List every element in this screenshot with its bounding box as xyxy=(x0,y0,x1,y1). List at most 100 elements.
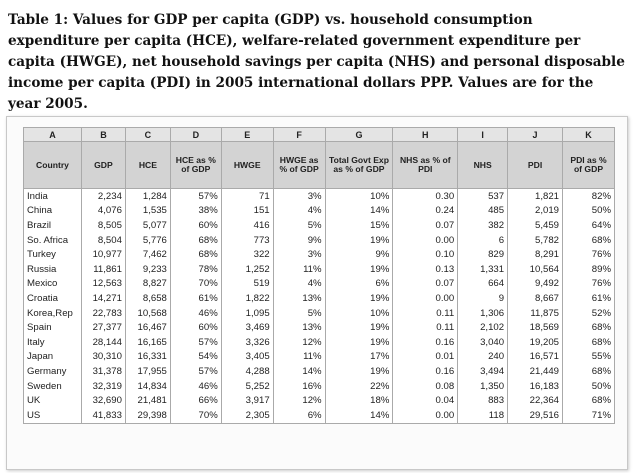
column-header: Total Govt Exp as % of GDP xyxy=(324,141,394,189)
value-cell: 8,827 xyxy=(124,276,171,292)
value-cell: 22% xyxy=(324,378,394,394)
column-header: PDI xyxy=(507,141,563,189)
value-cell: 0.11 xyxy=(392,305,459,321)
table-row: Germany 31,378 17,955 57% 4,288 14% 19% 0.16 3,4… xyxy=(23,364,615,379)
value-cell: 10,568 xyxy=(124,305,171,321)
value-cell: 2,019 xyxy=(507,203,563,219)
value-cell: 12,563 xyxy=(80,276,126,292)
value-cell: 12% xyxy=(272,334,326,350)
value-cell: 60% xyxy=(169,320,222,335)
value-cell: 15% xyxy=(324,218,394,233)
table-row: Russia 11,861 9,233 78% 1,252 11% 19% 0.13 1,331… xyxy=(23,261,615,277)
value-cell: 1,095 xyxy=(220,305,274,321)
value-cell: 19% xyxy=(324,334,394,350)
value-cell: 0.07 xyxy=(392,218,459,233)
value-cell: 68% xyxy=(562,364,615,379)
value-cell: 57% xyxy=(169,188,222,204)
value-cell: 16,165 xyxy=(124,334,171,350)
column-header: HWGE xyxy=(220,141,274,189)
value-cell: 5,252 xyxy=(220,378,274,394)
value-cell: 9% xyxy=(272,232,326,248)
column-letter: D xyxy=(169,127,222,142)
value-cell: 70% xyxy=(169,276,222,292)
value-cell: 19% xyxy=(324,261,394,277)
value-cell: 0.30 xyxy=(392,188,459,204)
value-cell: 416 xyxy=(220,218,274,233)
value-cell: 68% xyxy=(562,232,615,248)
value-cell: 14% xyxy=(324,407,394,424)
value-cell: 66% xyxy=(169,393,222,408)
value-cell: 78% xyxy=(169,261,222,277)
value-cell: 10% xyxy=(324,305,394,321)
value-cell: 2,102 xyxy=(457,320,509,335)
value-cell: 16,331 xyxy=(124,349,171,365)
value-cell: 11% xyxy=(272,261,326,277)
value-cell: 537 xyxy=(457,188,509,204)
value-cell: 64% xyxy=(562,218,615,233)
country-cell: So. Africa xyxy=(23,232,82,248)
value-cell: 0.16 xyxy=(392,364,459,379)
column-letter: K xyxy=(562,127,615,142)
value-cell: 19% xyxy=(324,291,394,306)
country-cell: Korea,Rep xyxy=(23,305,82,321)
value-cell: 2,234 xyxy=(80,188,126,204)
country-cell: Italy xyxy=(23,334,82,350)
value-cell: 9,233 xyxy=(124,261,171,277)
country-cell: UK xyxy=(23,393,82,408)
value-cell: 19% xyxy=(324,364,394,379)
value-cell: 21,449 xyxy=(507,364,563,379)
value-cell: 7,462 xyxy=(124,247,171,262)
value-cell: 46% xyxy=(169,305,222,321)
column-header: HCE as % of GDP xyxy=(169,141,222,189)
value-cell: 19,205 xyxy=(507,334,563,350)
value-cell: 382 xyxy=(457,218,509,233)
value-cell: 89% xyxy=(562,261,615,277)
column-header: NHS as % of PDI xyxy=(392,141,459,189)
value-cell: 14% xyxy=(324,203,394,219)
value-cell: 60% xyxy=(169,218,222,233)
column-header: PDI as % of GDP xyxy=(562,141,615,189)
value-cell: 1,306 xyxy=(457,305,509,321)
country-cell: Sweden xyxy=(23,378,82,394)
value-cell: 29,398 xyxy=(124,407,171,424)
column-header: Country xyxy=(23,141,82,189)
value-cell: 14,834 xyxy=(124,378,171,394)
value-cell: 68% xyxy=(562,334,615,350)
value-cell: 13% xyxy=(272,291,326,306)
country-cell: Spain xyxy=(23,320,82,335)
value-cell: 1,821 xyxy=(507,188,563,204)
country-cell: China xyxy=(23,203,82,219)
value-cell: 76% xyxy=(562,276,615,292)
value-cell: 0.01 xyxy=(392,349,459,365)
column-letter: B xyxy=(80,127,126,142)
country-cell: US xyxy=(23,407,82,424)
value-cell: 3,040 xyxy=(457,334,509,350)
value-cell: 27,377 xyxy=(80,320,126,335)
table-row: Sweden 32,319 14,834 46% 5,252 16% 22% 0.08 1,35… xyxy=(23,378,615,394)
value-cell: 3,494 xyxy=(457,364,509,379)
value-cell: 8,291 xyxy=(507,247,563,262)
country-cell: Germany xyxy=(23,364,82,379)
value-cell: 8,505 xyxy=(80,218,126,233)
value-cell: 1,252 xyxy=(220,261,274,277)
value-cell: 14% xyxy=(272,364,326,379)
value-cell: 61% xyxy=(562,291,615,306)
value-cell: 9% xyxy=(324,247,394,262)
table-row: Croatia 14,271 8,658 61% 1,822 13% 19% 0.00 9 8,6… xyxy=(23,291,615,306)
value-cell: 0.10 xyxy=(392,247,459,262)
value-cell: 664 xyxy=(457,276,509,292)
value-cell: 519 xyxy=(220,276,274,292)
value-cell: 1,822 xyxy=(220,291,274,306)
value-cell: 10,977 xyxy=(80,247,126,262)
value-cell: 6% xyxy=(324,276,394,292)
value-cell: 1,535 xyxy=(124,203,171,219)
table-row: Italy 28,144 16,165 57% 3,326 12% 19% 0.16 3,040… xyxy=(23,334,615,350)
value-cell: 6 xyxy=(457,232,509,248)
value-cell: 1,350 xyxy=(457,378,509,394)
value-cell: 29,516 xyxy=(507,407,563,424)
value-cell: 18,569 xyxy=(507,320,563,335)
value-cell: 19% xyxy=(324,320,394,335)
value-cell: 18% xyxy=(324,393,394,408)
value-cell: 61% xyxy=(169,291,222,306)
table-row: US 41,833 29,398 70% 2,305 6% 14% 0.00 118 29,516… xyxy=(23,407,615,424)
